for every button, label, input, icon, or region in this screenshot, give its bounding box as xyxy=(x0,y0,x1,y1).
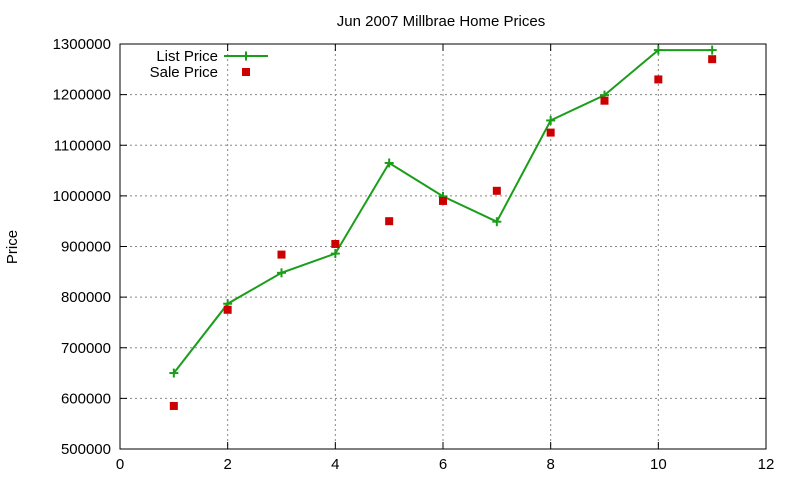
y-tick-label: 700000 xyxy=(61,340,111,357)
y-axis-label: Price xyxy=(4,230,21,264)
y-tick-label: 900000 xyxy=(61,239,111,256)
list-price-point xyxy=(169,368,179,378)
sale-price-point xyxy=(439,196,447,205)
x-tick-label: 12 xyxy=(758,456,775,473)
x-tick-label: 6 xyxy=(439,456,447,473)
y-tick-label: 600000 xyxy=(61,390,111,407)
chart-title: Jun 2007 Millbrae Home Prices xyxy=(337,13,545,30)
list-price-point xyxy=(277,268,286,278)
grid-lines xyxy=(120,44,766,449)
sale-price-point xyxy=(600,96,609,105)
sale-price-point xyxy=(277,250,286,259)
sale-price-point xyxy=(385,217,394,226)
y-tick-label: 1100000 xyxy=(54,137,111,154)
sale-price-point xyxy=(331,239,340,248)
sale-price-point xyxy=(654,75,663,84)
y-tick-label: 1000000 xyxy=(53,188,111,205)
y-tick-label: 800000 xyxy=(61,289,111,306)
list-price-point xyxy=(330,249,340,259)
legend-label: Sale Price xyxy=(150,64,218,81)
sale-price-point xyxy=(169,401,178,410)
x-tick-label: 0 xyxy=(116,456,124,473)
sale-price-point xyxy=(223,305,232,314)
x-tick-label: 2 xyxy=(223,456,231,473)
legend-square-marker xyxy=(242,68,250,76)
x-tick-label: 10 xyxy=(650,456,667,473)
list-price-point xyxy=(492,217,502,227)
y-tick-label: 1300000 xyxy=(53,36,111,53)
sale-price-point xyxy=(492,186,501,195)
x-tick-label: 8 xyxy=(546,456,554,473)
y-tick-label: 1200000 xyxy=(53,87,111,104)
plot-area xyxy=(169,45,717,410)
legend-label: List Price xyxy=(156,48,218,65)
list-price-point xyxy=(653,45,663,55)
axes: 500000 600000 700000 800000 900000 1000000 110… xyxy=(53,36,775,473)
y-tick-label: 500000 xyxy=(61,441,111,458)
list-price-point xyxy=(546,115,556,125)
list-price-point xyxy=(707,45,717,55)
x-tick-label: 4 xyxy=(331,456,339,473)
sale-price-point xyxy=(546,128,555,137)
sale-price-point xyxy=(708,55,717,64)
legend-plus-marker xyxy=(241,51,251,61)
list-price-point xyxy=(384,158,394,168)
